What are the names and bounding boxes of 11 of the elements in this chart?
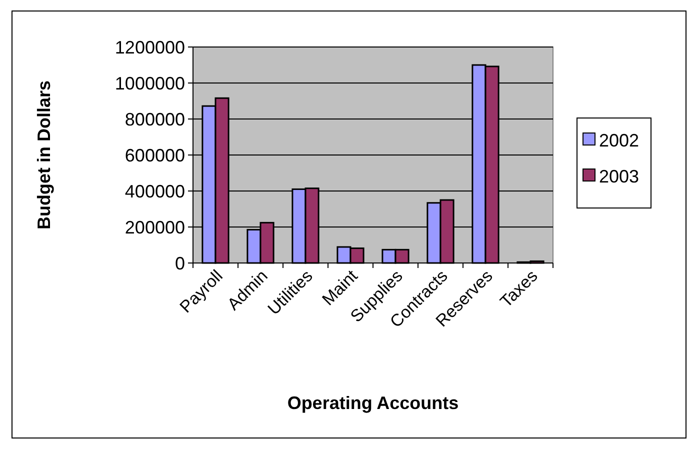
y-tick-label: 1000000 [114, 73, 185, 94]
y-axis-title: Budget in Dollars [34, 80, 54, 230]
legend-label: 2002 [599, 130, 640, 150]
y-tick-label: 400000 [124, 181, 185, 202]
x-axis-title: Operating Accounts [287, 393, 459, 413]
y-tick-label: 200000 [124, 217, 185, 238]
y-tick-label: 1200000 [114, 37, 185, 58]
y-tick-label: 600000 [124, 145, 185, 166]
y-tick-label: 0 [174, 253, 185, 274]
y-tick-label: 800000 [124, 109, 185, 130]
legend-label: 2003 [599, 166, 640, 186]
